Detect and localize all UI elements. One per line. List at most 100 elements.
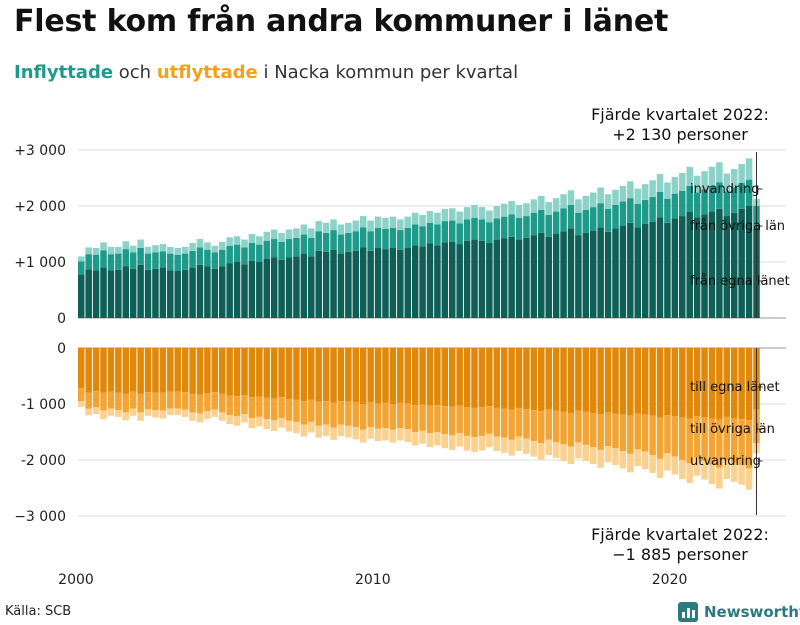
bar-out-utvandring <box>723 460 731 480</box>
bar-out-utvandring <box>404 429 411 443</box>
bar-in-ovriga <box>582 209 590 233</box>
bar-out-egna <box>241 348 248 396</box>
bar-out-egna <box>649 348 656 416</box>
bar-in-egna <box>686 211 693 318</box>
bar-out-utvandring <box>612 448 619 466</box>
bar-out-egna <box>641 348 649 415</box>
bar-out-utvandring <box>693 457 701 476</box>
bar-in-ovriga <box>649 197 656 222</box>
bar-out-utvandring <box>411 432 419 446</box>
bar-in-invandring <box>538 195 545 210</box>
bar-out-ovriga <box>78 388 85 402</box>
bottom-annotation-value: −1 885 personer <box>612 545 748 564</box>
bar-in-invandring <box>478 207 486 220</box>
bar-out-utvandring <box>738 465 745 485</box>
bar-in-invandring <box>100 242 107 251</box>
bar-out-ovriga <box>211 392 219 410</box>
bar-out-egna <box>701 348 708 418</box>
bar-out-ovriga <box>641 414 649 452</box>
bar-out-ovriga <box>122 393 130 413</box>
bar-out-utvandring <box>397 428 404 441</box>
bar-in-invandring <box>218 241 226 250</box>
bar-out-ovriga <box>293 399 300 422</box>
bar-out-ovriga <box>560 411 567 445</box>
bar-out-utvandring <box>745 468 753 490</box>
bar-in-ovriga <box>716 182 723 209</box>
bar-in-invandring <box>404 216 411 228</box>
bar-out-egna <box>115 348 122 393</box>
bar-in-invandring <box>189 242 196 251</box>
bar-out-utvandring <box>701 461 708 480</box>
bar-out-utvandring <box>278 418 285 428</box>
bar-in-egna <box>738 208 745 318</box>
bar-in-ovriga <box>115 253 122 270</box>
bar-in-ovriga <box>204 249 211 267</box>
bar-out-egna <box>337 348 345 402</box>
bar-in-ovriga <box>449 220 456 242</box>
bar-in-egna <box>248 260 256 318</box>
bar-out-utvandring <box>382 428 389 441</box>
bar-in-ovriga <box>575 212 582 236</box>
bar-in-ovriga <box>92 254 100 271</box>
bar-in-egna <box>285 257 293 318</box>
bar-in-egna <box>211 268 219 318</box>
bar-in-ovriga <box>708 185 716 212</box>
bar-out-ovriga <box>129 391 137 409</box>
bar-out-egna <box>345 348 352 402</box>
bar-in-invandring <box>233 236 241 245</box>
bar-out-egna <box>300 348 308 402</box>
bar-in-invandring <box>181 246 189 254</box>
bar-out-ovriga <box>530 410 538 441</box>
bar-in-ovriga <box>530 212 538 236</box>
bar-in-invandring <box>300 224 308 235</box>
bar-in-ovriga <box>478 219 486 241</box>
bar-out-egna <box>745 348 753 421</box>
bar-out-utvandring <box>419 430 426 444</box>
bar-in-egna <box>723 216 731 318</box>
bar-in-egna <box>486 242 493 318</box>
bar-in-egna <box>441 242 449 318</box>
bar-out-egna <box>308 348 315 400</box>
bar-out-ovriga <box>411 405 419 432</box>
bar-in-egna <box>627 222 634 318</box>
bar-in-invandring <box>619 185 627 202</box>
x-tick-label: 2010 <box>355 572 391 588</box>
bar-in-ovriga <box>330 230 337 250</box>
bar-out-egna <box>738 348 745 420</box>
bar-out-egna <box>582 348 590 412</box>
bar-in-invandring <box>129 245 137 253</box>
bar-in-egna <box>426 243 434 318</box>
bar-out-utvandring <box>241 414 248 423</box>
bar-out-utvandring <box>300 424 308 437</box>
bar-in-ovriga <box>122 249 130 267</box>
bar-out-egna <box>523 348 530 410</box>
source-label: Källa: SCB <box>5 604 72 619</box>
top-series-label: invandring <box>690 182 759 197</box>
bar-in-egna <box>352 250 360 318</box>
bar-out-utvandring <box>107 408 115 416</box>
bar-in-invandring <box>285 229 293 240</box>
bar-out-utvandring <box>330 427 337 440</box>
bar-in-egna <box>115 269 122 318</box>
bar-in-ovriga <box>604 208 612 232</box>
bar-in-ovriga <box>181 253 189 270</box>
bar-out-egna <box>397 348 404 403</box>
bar-in-ovriga <box>218 249 226 267</box>
bar-out-utvandring <box>226 415 233 425</box>
bar-out-utvandring <box>463 435 471 451</box>
bar-out-egna <box>367 348 374 403</box>
bar-out-egna <box>233 348 241 397</box>
subtitle-inflyttade: Inflyttade <box>14 62 114 83</box>
bar-in-ovriga <box>300 234 308 254</box>
bar-out-utvandring <box>575 442 582 459</box>
bar-out-ovriga <box>263 397 271 420</box>
bar-in-ovriga <box>434 224 441 246</box>
bar-in-ovriga <box>486 222 493 243</box>
bar-in-invandring <box>500 203 508 217</box>
bar-in-invandring <box>337 224 345 235</box>
bar-in-invandring <box>293 228 300 238</box>
bar-out-utvandring <box>189 412 196 421</box>
bar-out-egna <box>411 348 419 406</box>
bar-in-invandring <box>627 181 634 199</box>
bar-in-invandring <box>204 242 211 250</box>
